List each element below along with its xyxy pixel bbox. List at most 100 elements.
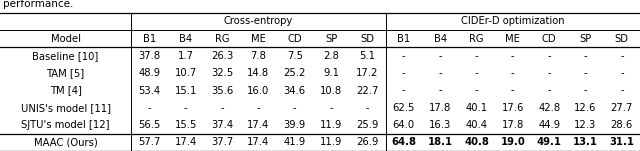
Text: B4: B4	[179, 34, 192, 44]
Text: 40.1: 40.1	[465, 103, 488, 113]
Text: 17.4: 17.4	[175, 137, 197, 147]
Text: 7.5: 7.5	[287, 51, 303, 61]
Text: 28.6: 28.6	[611, 120, 633, 130]
Text: MAAC (Ours): MAAC (Ours)	[34, 137, 97, 147]
Text: TAM [5]: TAM [5]	[47, 68, 84, 78]
Text: -: -	[475, 68, 478, 78]
Text: -: -	[293, 103, 296, 113]
Text: 2.8: 2.8	[323, 51, 339, 61]
Text: 17.6: 17.6	[502, 103, 524, 113]
Text: -: -	[330, 103, 333, 113]
Text: 7.8: 7.8	[250, 51, 266, 61]
Text: 53.4: 53.4	[138, 86, 161, 96]
Text: 16.0: 16.0	[247, 86, 269, 96]
Text: RG: RG	[215, 34, 229, 44]
Text: 64.0: 64.0	[393, 120, 415, 130]
Text: 10.7: 10.7	[175, 68, 197, 78]
Text: 17.4: 17.4	[247, 137, 269, 147]
Text: 27.7: 27.7	[611, 103, 633, 113]
Text: UNIS's model [11]: UNIS's model [11]	[20, 103, 111, 113]
Text: 40.8: 40.8	[464, 137, 489, 147]
Text: 11.9: 11.9	[320, 137, 342, 147]
Text: 17.4: 17.4	[247, 120, 269, 130]
Text: B4: B4	[433, 34, 447, 44]
Text: Model: Model	[51, 34, 81, 44]
Text: Baseline [10]: Baseline [10]	[33, 51, 99, 61]
Text: -: -	[511, 51, 515, 61]
Text: -: -	[402, 68, 406, 78]
Text: -: -	[438, 51, 442, 61]
Text: B1: B1	[143, 34, 156, 44]
Text: -: -	[620, 51, 623, 61]
Text: CD: CD	[287, 34, 302, 44]
Text: 15.5: 15.5	[175, 120, 197, 130]
Text: Cross-entropy: Cross-entropy	[224, 16, 293, 26]
Text: 62.5: 62.5	[392, 103, 415, 113]
Text: CD: CD	[542, 34, 556, 44]
Text: -: -	[220, 103, 224, 113]
Text: 48.9: 48.9	[138, 68, 161, 78]
Text: ME: ME	[251, 34, 266, 44]
Text: -: -	[402, 86, 406, 96]
Text: SD: SD	[615, 34, 629, 44]
Text: 13.1: 13.1	[573, 137, 598, 147]
Text: 42.8: 42.8	[538, 103, 560, 113]
Text: 22.7: 22.7	[356, 86, 379, 96]
Text: 26.9: 26.9	[356, 137, 379, 147]
Text: -: -	[184, 103, 188, 113]
Text: 31.1: 31.1	[609, 137, 634, 147]
Text: -: -	[257, 103, 260, 113]
Text: -: -	[402, 51, 406, 61]
Text: 57.7: 57.7	[138, 137, 161, 147]
Text: 1.7: 1.7	[178, 51, 194, 61]
Text: -: -	[511, 86, 515, 96]
Text: 25.2: 25.2	[284, 68, 306, 78]
Text: 12.3: 12.3	[574, 120, 596, 130]
Text: 19.0: 19.0	[500, 137, 525, 147]
Text: SD: SD	[360, 34, 374, 44]
Text: 17.8: 17.8	[502, 120, 524, 130]
Text: TM [4]: TM [4]	[50, 86, 81, 96]
Text: -: -	[475, 51, 478, 61]
Text: 35.6: 35.6	[211, 86, 233, 96]
Text: 18.1: 18.1	[428, 137, 452, 147]
Text: -: -	[584, 51, 588, 61]
Text: CIDEr-D optimization: CIDEr-D optimization	[461, 16, 564, 26]
Text: SP: SP	[579, 34, 591, 44]
Text: 16.3: 16.3	[429, 120, 451, 130]
Text: -: -	[511, 68, 515, 78]
Text: 37.8: 37.8	[138, 51, 161, 61]
Text: SP: SP	[325, 34, 337, 44]
Text: -: -	[584, 86, 588, 96]
Text: -: -	[365, 103, 369, 113]
Text: -: -	[620, 86, 623, 96]
Text: 9.1: 9.1	[323, 68, 339, 78]
Text: 17.2: 17.2	[356, 68, 379, 78]
Text: -: -	[438, 68, 442, 78]
Text: 44.9: 44.9	[538, 120, 560, 130]
Text: -: -	[547, 51, 551, 61]
Text: -: -	[475, 86, 478, 96]
Text: performance.: performance.	[3, 0, 74, 9]
Text: 64.8: 64.8	[391, 137, 416, 147]
Text: RG: RG	[469, 34, 484, 44]
Text: 49.1: 49.1	[537, 137, 562, 147]
Text: -: -	[148, 103, 151, 113]
Text: -: -	[547, 68, 551, 78]
Text: -: -	[620, 68, 623, 78]
Text: ME: ME	[506, 34, 520, 44]
Text: B1: B1	[397, 34, 410, 44]
Text: 26.3: 26.3	[211, 51, 233, 61]
Text: 41.9: 41.9	[284, 137, 306, 147]
Text: 25.9: 25.9	[356, 120, 379, 130]
Text: -: -	[547, 86, 551, 96]
Text: 11.9: 11.9	[320, 120, 342, 130]
Text: 32.5: 32.5	[211, 68, 233, 78]
Text: -: -	[438, 86, 442, 96]
Text: 56.5: 56.5	[138, 120, 161, 130]
Text: 15.1: 15.1	[175, 86, 197, 96]
Text: -: -	[584, 68, 588, 78]
Text: 37.7: 37.7	[211, 137, 233, 147]
Text: 10.8: 10.8	[320, 86, 342, 96]
Text: SJTU's model [12]: SJTU's model [12]	[21, 120, 110, 130]
